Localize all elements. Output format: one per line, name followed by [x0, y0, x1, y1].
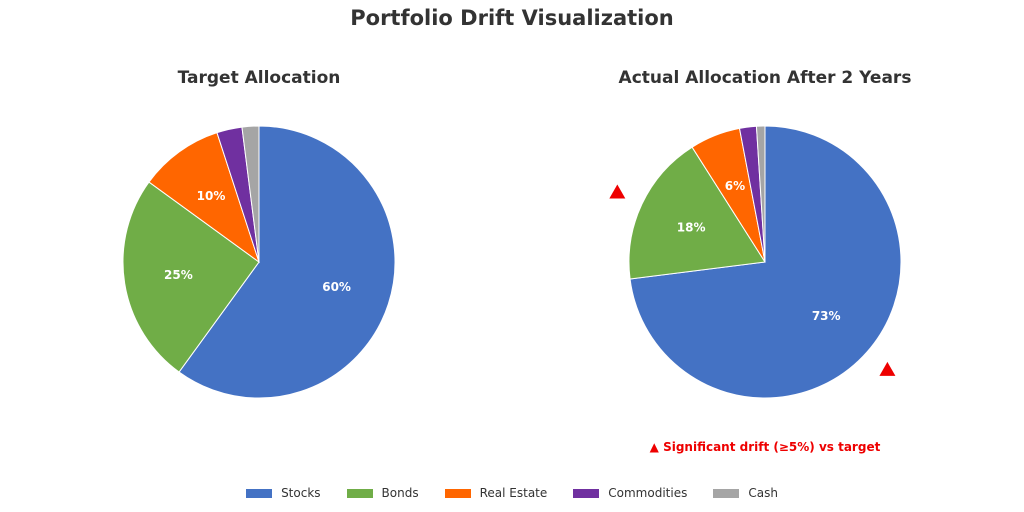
legend-swatch-bonds: [346, 488, 373, 498]
actual-drift-marker-bonds: [609, 184, 626, 199]
legend-item-bonds: Bonds: [346, 486, 419, 500]
legend-swatch-commodities: [573, 488, 600, 498]
target-pie-title: Target Allocation: [177, 68, 341, 88]
target-data-label-stocks: 60%: [322, 280, 351, 294]
target-pie: 60% 25% 10%: [122, 125, 396, 399]
legend-swatch-cash: [713, 488, 740, 498]
target-slice-bonds: [122, 181, 260, 373]
target-slice-stocks: [178, 125, 396, 399]
target-data-label-bonds: 25%: [164, 268, 193, 282]
legend-item-stocks: Stocks: [246, 486, 321, 500]
actual-slice-bonds: [628, 146, 766, 280]
legend-item-real-estate: Real Estate: [444, 486, 548, 500]
legend-swatch-stocks: [246, 488, 273, 498]
actual-data-label-bonds: 18%: [677, 220, 706, 234]
actual-drift-marker-stocks: [879, 361, 896, 376]
legend-label-real-estate: Real Estate: [479, 486, 548, 500]
legend: Stocks Bonds Real Estate Commodities Cash: [0, 486, 1024, 500]
legend-label-stocks: Stocks: [281, 486, 321, 500]
actual-pie: 73% 18% 6%: [609, 125, 902, 399]
drift-note: ▲ Significant drift (≥5%) vs target: [649, 440, 881, 454]
target-slice-cash: [241, 125, 260, 263]
target-data-label-real-estate: 10%: [197, 189, 226, 203]
legend-swatch-real-estate: [444, 488, 471, 498]
actual-slice-cash: [755, 125, 766, 263]
actual-data-label-real-estate: 6%: [725, 179, 745, 193]
legend-label-cash: Cash: [748, 486, 778, 500]
legend-label-bonds: Bonds: [381, 486, 419, 500]
legend-item-cash: Cash: [713, 486, 778, 500]
actual-pie-title: Actual Allocation After 2 Years: [618, 68, 912, 88]
chart-suptitle: Portfolio Drift Visualization: [350, 6, 674, 30]
target-slice-real-estate: [148, 132, 260, 264]
actual-data-label-stocks: 73%: [812, 309, 841, 323]
legend-label-commodities: Commodities: [608, 486, 688, 500]
legend-item-commodities: Commodities: [573, 486, 687, 500]
